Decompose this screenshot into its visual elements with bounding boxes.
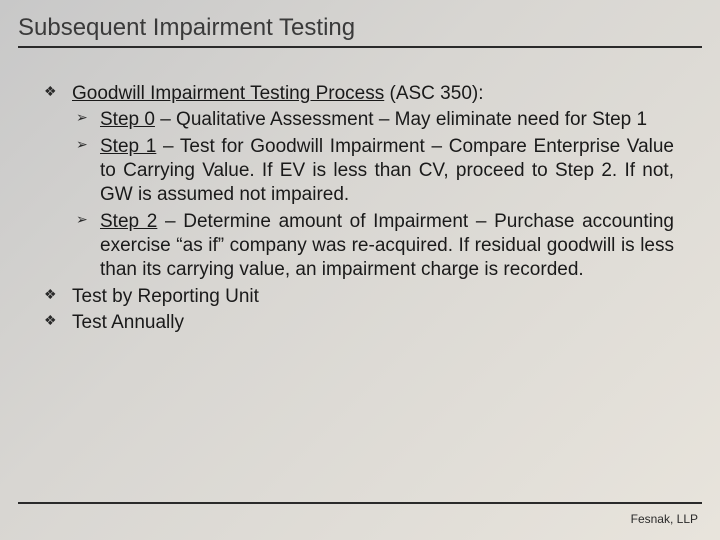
- step-label: Step 1: [100, 136, 156, 157]
- footer-label: Fesnak, LLP: [631, 512, 698, 526]
- slide: Subsequent Impairment Testing Goodwill I…: [0, 0, 720, 540]
- slide-content: Goodwill Impairment Testing Process (ASC…: [18, 82, 702, 335]
- sub-bullet-item: Step 2 – Determine amount of Impairment …: [72, 210, 674, 283]
- bullet-item: Goodwill Impairment Testing Process (ASC…: [44, 82, 674, 283]
- sub-bullet-item: Step 0 – Qualitative Assessment – May el…: [72, 108, 674, 132]
- step-text: – Qualitative Assessment – May eliminate…: [155, 109, 647, 130]
- bullet-text: Test by Reporting Unit: [72, 286, 259, 307]
- sub-bullet-item: Step 1 – Test for Goodwill Impairment – …: [72, 135, 674, 208]
- step-label: Step 2: [100, 211, 157, 232]
- step-text: – Determine amount of Impairment – Purch…: [100, 211, 674, 281]
- bullet-item: Test by Reporting Unit: [44, 285, 674, 309]
- bullet-lead-tail: (ASC 350):: [384, 83, 483, 104]
- footer-rule: [18, 502, 702, 504]
- sub-bullet-list: Step 0 – Qualitative Assessment – May el…: [72, 108, 674, 282]
- step-label: Step 0: [100, 109, 155, 130]
- step-text: – Test for Goodwill Impairment – Compare…: [100, 136, 674, 206]
- bullet-text: Test Annually: [72, 312, 184, 333]
- bullet-lead-underlined: Goodwill Impairment Testing Process: [72, 83, 384, 104]
- bullet-list: Goodwill Impairment Testing Process (ASC…: [44, 82, 674, 335]
- bullet-item: Test Annually: [44, 311, 674, 335]
- slide-title: Subsequent Impairment Testing: [18, 14, 702, 48]
